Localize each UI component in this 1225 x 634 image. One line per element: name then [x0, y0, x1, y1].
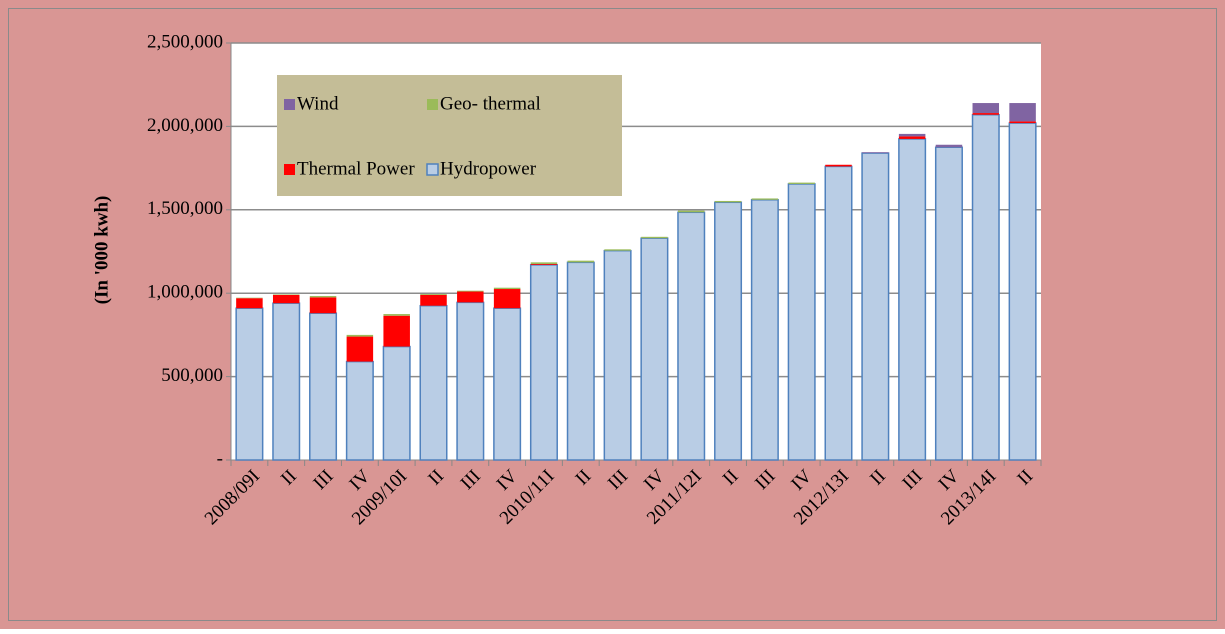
bar-segment	[236, 297, 263, 299]
bar-segment	[309, 312, 338, 461]
bar-segment	[640, 237, 669, 461]
bar-segment	[714, 200, 742, 203]
bar-segment	[346, 334, 374, 337]
bar-segment	[641, 236, 668, 239]
bar-segment	[603, 249, 632, 461]
legend-swatch	[284, 99, 295, 110]
legend-swatch	[284, 164, 295, 175]
bar-segment	[272, 302, 301, 461]
bar-segment	[272, 294, 300, 304]
legend-swatch	[426, 163, 439, 176]
bar-segment	[750, 199, 779, 461]
bar-segment	[530, 264, 558, 265]
y-tick-label: -	[217, 448, 223, 469]
bar-segment	[420, 294, 447, 306]
bar-segment	[862, 152, 889, 154]
bar-segment	[382, 345, 411, 461]
bar-segment	[530, 262, 558, 265]
bar-segment	[309, 297, 337, 314]
bar-segment	[971, 113, 1000, 461]
bar-segment	[345, 360, 374, 461]
bar-segment	[235, 307, 264, 461]
bar-segment	[751, 198, 779, 200]
frame	[8, 8, 1217, 621]
bar-segment	[677, 210, 705, 213]
bar-segment	[383, 315, 410, 347]
bar-segment	[529, 264, 558, 461]
bar-segment	[1008, 122, 1037, 461]
bar-segment	[383, 314, 410, 316]
bar-segment	[934, 146, 963, 461]
bar-segment	[787, 183, 816, 461]
bar-segment	[714, 201, 743, 461]
legend-label: Geo- thermal	[440, 93, 541, 114]
bar-segment	[419, 304, 448, 461]
legend-label: Thermal Power	[297, 158, 415, 179]
bar-segment	[825, 164, 852, 167]
bar-segment	[457, 290, 484, 292]
bar-segment	[861, 152, 890, 461]
bar-segment	[935, 144, 963, 148]
bar-segment	[566, 261, 595, 461]
bar-segment	[456, 301, 485, 461]
legend-label: Hydropower	[440, 158, 537, 179]
legend-swatch	[427, 99, 438, 110]
y-tick-label: 1,000,000	[147, 282, 223, 303]
bar-segment	[236, 298, 263, 309]
y-tick-label: 2,000,000	[147, 115, 223, 136]
y-axis-label: (In '000 kwh)	[91, 196, 112, 305]
bar-segment	[493, 287, 521, 290]
bar-segment	[677, 211, 706, 461]
bar-segment	[898, 138, 927, 461]
y-tick-label: 2,500,000	[147, 31, 223, 52]
bar-segment	[788, 182, 815, 184]
bar-segment	[898, 136, 926, 139]
bar-segment	[272, 294, 300, 295]
bar-segment	[346, 336, 374, 362]
y-tick-label: 500,000	[161, 365, 223, 386]
bar-segment	[493, 307, 522, 461]
bar-segment	[972, 103, 1000, 114]
bar-segment	[824, 165, 853, 461]
bar-segment	[567, 260, 595, 263]
bar-segment	[420, 294, 447, 295]
bar-segment	[1009, 103, 1036, 122]
y-tick-label: 1,500,000	[147, 198, 223, 219]
bar-segment	[309, 296, 337, 298]
bar-segment	[457, 291, 484, 303]
legend-label: Wind	[297, 93, 339, 114]
legend-box	[277, 75, 622, 196]
bar-segment	[1009, 121, 1036, 124]
bar-segment	[604, 249, 631, 251]
bar-segment	[898, 133, 926, 137]
bar-segment	[972, 113, 1000, 115]
bar-segment	[493, 289, 521, 309]
